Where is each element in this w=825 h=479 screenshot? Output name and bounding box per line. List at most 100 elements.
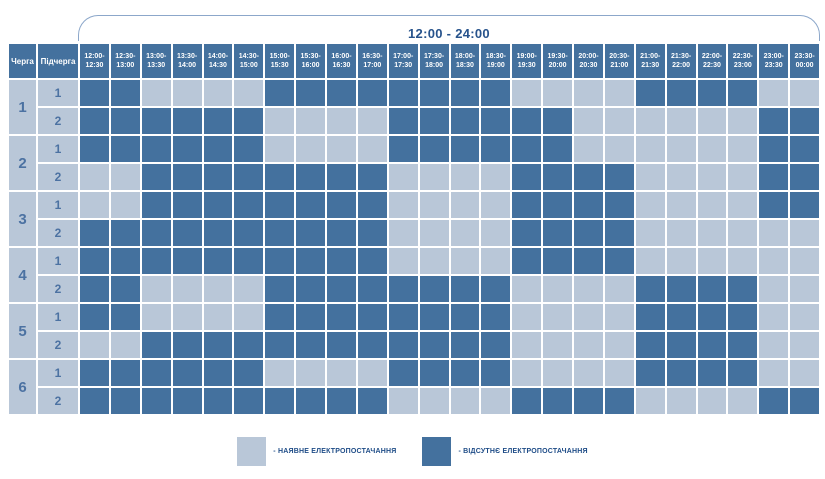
time-slot-header: 14:00- 14:30	[203, 44, 233, 78]
time-slot-end: 19:00	[486, 62, 505, 69]
cell-power-outage	[481, 304, 511, 330]
cell-power-available	[666, 136, 696, 162]
cell-power-available	[697, 164, 727, 190]
time-slot-end: 14:30	[208, 62, 227, 69]
cell-power-available	[172, 304, 202, 330]
time-slot-header: 17:00- 17:30	[388, 44, 418, 78]
cell-power-available	[388, 192, 418, 218]
cell-power-outage	[543, 220, 572, 246]
time-slot-start: 17:00-	[393, 52, 414, 60]
cell-power-outage	[141, 388, 171, 414]
legend-label-outage: - ВІДСУТНЄ ЕЛЕКТРОПОСТАЧАННЯ	[458, 448, 588, 455]
cell-power-outage	[80, 276, 109, 302]
time-slot-start: 21:00-	[640, 52, 661, 60]
cell-power-available	[604, 80, 634, 106]
cell-power-available	[635, 388, 665, 414]
cell-power-outage	[234, 136, 264, 162]
queue-label-2: 2	[9, 136, 36, 190]
cell-power-available	[512, 304, 542, 330]
cell-power-outage	[635, 276, 665, 302]
subqueue-label: 1	[38, 304, 78, 330]
cell-power-outage	[203, 136, 233, 162]
time-slot-start: 19:00-	[516, 52, 537, 60]
cell-power-available	[141, 80, 171, 106]
queue-label-6: 6	[9, 360, 36, 414]
cell-power-available	[604, 108, 634, 134]
time-slot-end: 00:00	[795, 62, 814, 69]
cell-power-outage	[234, 388, 264, 414]
time-slot-header: 12:00- 12:30	[80, 44, 109, 78]
time-slot-end: 22:30	[702, 62, 721, 69]
cell-power-available	[574, 108, 603, 134]
cell-power-outage	[80, 220, 109, 246]
subqueue-label: 2	[38, 332, 78, 358]
cell-power-available	[759, 304, 789, 330]
cell-power-outage	[419, 332, 449, 358]
time-slot-end: 16:00	[301, 62, 320, 69]
schedule-table: Черга Підчерга 12:00- 12:30 12:30- 13:00 13:00…	[7, 42, 821, 416]
time-slot-end: 20:00	[548, 62, 567, 69]
subqueue-label: 1	[38, 80, 78, 106]
cell-power-outage	[635, 332, 665, 358]
cell-power-available	[728, 108, 758, 134]
cell-power-outage	[265, 192, 295, 218]
cell-power-outage	[697, 332, 727, 358]
cell-power-outage	[234, 360, 264, 386]
time-slot-end: 18:30	[455, 62, 474, 69]
time-slot-end: 19:30	[517, 62, 536, 69]
cell-power-outage	[543, 388, 572, 414]
cell-power-outage	[172, 360, 202, 386]
cell-power-outage	[80, 80, 109, 106]
cell-power-available	[203, 80, 233, 106]
time-slot-start: 17:30-	[423, 52, 445, 60]
cell-power-outage	[234, 220, 264, 246]
cell-power-outage	[512, 108, 542, 134]
subqueue-label: 2	[38, 388, 78, 414]
cell-power-available	[604, 332, 634, 358]
cell-power-outage	[790, 136, 819, 162]
cell-power-outage	[110, 388, 140, 414]
cell-power-outage	[604, 248, 634, 274]
cell-power-available	[759, 248, 789, 274]
cell-power-outage	[327, 192, 356, 218]
cell-power-outage	[327, 304, 356, 330]
cell-power-outage	[172, 108, 202, 134]
cell-power-outage	[110, 360, 140, 386]
cell-power-outage	[141, 164, 171, 190]
cell-power-available	[666, 248, 696, 274]
time-slot-header: 13:30- 14:00	[172, 44, 202, 78]
schedule-row-queue1-sub2: 2	[9, 108, 819, 134]
cell-power-available	[697, 108, 727, 134]
cell-power-available	[728, 136, 758, 162]
cell-power-outage	[419, 136, 449, 162]
cell-power-outage	[728, 276, 758, 302]
cell-power-outage	[419, 80, 449, 106]
cell-power-available	[512, 80, 542, 106]
time-slot-end: 15:00	[239, 62, 258, 69]
cell-power-outage	[357, 248, 387, 274]
schedule-row-queue5-sub2: 2	[9, 332, 819, 358]
cell-power-available	[481, 388, 511, 414]
cell-power-outage	[790, 388, 819, 414]
cell-power-available	[604, 136, 634, 162]
cell-power-available	[635, 192, 665, 218]
cell-power-available	[265, 360, 295, 386]
cell-power-available	[327, 360, 356, 386]
time-slot-header: 21:30- 22:00	[666, 44, 696, 78]
cell-power-outage	[574, 388, 603, 414]
cell-power-outage	[141, 108, 171, 134]
cell-power-available	[388, 164, 418, 190]
cell-power-outage	[666, 304, 696, 330]
time-slot-start: 14:00-	[207, 52, 229, 60]
cell-power-outage	[790, 164, 819, 190]
available-swatch	[237, 437, 267, 466]
cell-power-outage	[296, 276, 325, 302]
schedule-row-queue2-sub2: 2	[9, 164, 819, 190]
cell-power-available	[80, 332, 109, 358]
subqueue-label: 1	[38, 192, 78, 218]
cell-power-available	[697, 220, 727, 246]
cell-power-outage	[172, 136, 202, 162]
cell-power-outage	[357, 164, 387, 190]
cell-power-outage	[203, 108, 233, 134]
